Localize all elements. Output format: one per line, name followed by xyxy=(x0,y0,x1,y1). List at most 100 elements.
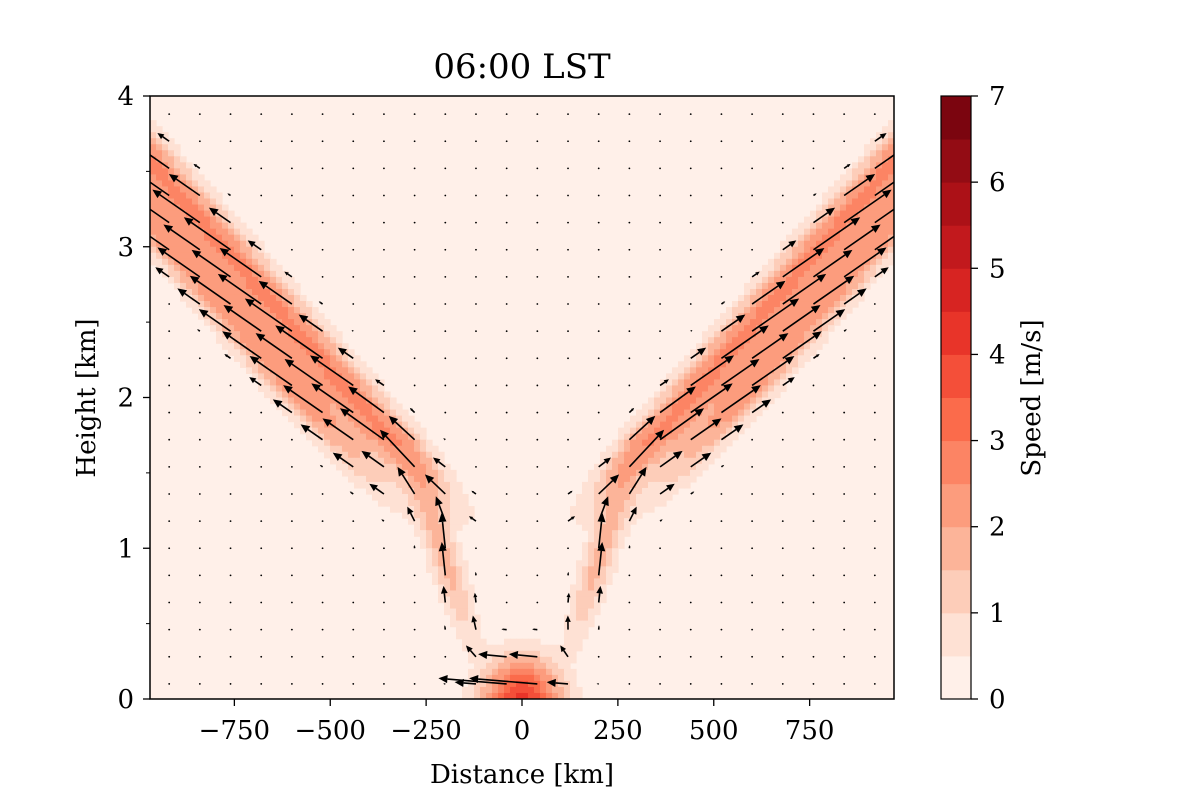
contour-cell xyxy=(744,319,751,326)
wind-vector-shaft xyxy=(287,273,293,278)
contour-cell xyxy=(414,439,421,447)
contour-cell xyxy=(882,132,889,139)
contour-cell xyxy=(504,674,511,682)
contour-cell xyxy=(864,162,871,169)
contour-cell xyxy=(582,512,589,519)
wind-vector-shaft xyxy=(175,178,201,197)
contour-cell xyxy=(306,337,313,344)
contour-cell xyxy=(570,626,577,634)
contour-cell xyxy=(768,379,775,387)
contour-cell xyxy=(828,246,835,254)
contour-cell xyxy=(180,252,187,260)
contour-cell xyxy=(570,620,577,628)
contour-cell xyxy=(888,126,894,133)
contour-cell xyxy=(756,361,763,368)
contour-cell xyxy=(792,258,799,266)
wind-vector xyxy=(247,240,262,251)
contour-cell xyxy=(324,385,331,393)
contour-cell xyxy=(720,421,727,429)
contour-cell xyxy=(744,409,751,417)
contour-cell xyxy=(312,391,319,399)
wind-vector-shaft xyxy=(170,228,201,251)
contour-cell xyxy=(618,518,625,525)
contour-cell xyxy=(804,355,811,362)
contour-cell xyxy=(492,656,499,664)
contour-cell xyxy=(840,264,847,272)
contour-cell xyxy=(246,337,253,344)
wind-vector-shaft xyxy=(443,593,447,603)
contour-cell xyxy=(186,264,193,272)
wind-vector-head xyxy=(298,314,309,323)
wind-vector xyxy=(751,298,800,332)
wind-vector-head xyxy=(381,519,384,522)
contour-cell xyxy=(774,319,781,326)
contour-cell xyxy=(588,608,595,616)
contour-cell xyxy=(744,325,751,332)
contour-cell xyxy=(402,506,409,513)
wind-vector xyxy=(536,520,539,523)
wind-vector xyxy=(659,547,661,550)
contour-cell xyxy=(462,602,469,610)
contour-cell xyxy=(606,578,613,586)
wind-vector xyxy=(168,655,171,658)
contour-cell xyxy=(246,252,253,260)
contour-cell xyxy=(720,409,727,417)
wind-vector xyxy=(383,330,385,333)
contour-cell xyxy=(660,415,667,423)
contour-cell xyxy=(168,156,175,163)
contour-cell xyxy=(258,282,265,290)
contour-cell xyxy=(222,319,229,326)
contour-cell xyxy=(486,650,493,658)
contour-cell xyxy=(840,204,847,212)
wind-vector-shaft xyxy=(690,351,700,359)
contour-cell xyxy=(678,415,685,423)
contour-cell xyxy=(600,554,607,561)
contour-cell xyxy=(840,270,847,278)
contour-cell xyxy=(870,162,877,169)
contour-cell xyxy=(534,662,541,670)
wind-vector xyxy=(565,615,571,630)
contour-cell xyxy=(372,385,379,393)
contour-cell xyxy=(180,246,187,254)
wind-vector xyxy=(413,683,416,685)
contour-cell xyxy=(444,542,451,549)
contour-cell xyxy=(222,252,229,260)
contour-cell xyxy=(432,475,439,483)
contour-cell xyxy=(882,156,889,163)
contour-cell xyxy=(276,361,283,368)
contour-cell xyxy=(858,198,865,206)
wind-vector-shaft xyxy=(813,193,816,197)
contour-cell xyxy=(408,487,415,495)
contour-cell xyxy=(174,234,181,242)
wind-vector xyxy=(468,516,477,522)
contour-cell xyxy=(474,662,481,670)
contour-cell xyxy=(678,397,685,405)
contour-cell xyxy=(876,174,883,182)
contour-cell xyxy=(234,222,241,230)
contour-cell xyxy=(294,313,301,320)
contour-cell xyxy=(768,258,775,266)
contour-cell xyxy=(270,355,277,362)
wind-vector-shaft xyxy=(597,504,606,522)
wind-vector xyxy=(843,288,867,305)
contour-cell xyxy=(822,240,829,248)
contour-cell xyxy=(750,276,757,284)
contour-cell xyxy=(582,542,589,549)
contour-cell xyxy=(222,282,229,290)
wind-vector-shaft xyxy=(469,649,477,658)
contour-cell xyxy=(312,343,319,350)
wind-vector-head xyxy=(478,650,488,659)
contour-cell xyxy=(204,288,211,296)
wind-vector xyxy=(321,520,324,523)
contour-cell xyxy=(330,439,337,447)
wind-vector-shaft xyxy=(720,363,753,387)
contour-cell xyxy=(330,325,337,332)
contour-cell xyxy=(882,162,889,169)
contour-cell xyxy=(660,451,667,459)
contour-cell xyxy=(804,331,811,338)
contour-cell xyxy=(318,415,325,423)
contour-cell xyxy=(636,493,643,501)
wind-vector-head xyxy=(283,385,293,394)
wind-vector xyxy=(536,330,539,333)
contour-cell xyxy=(426,506,433,513)
